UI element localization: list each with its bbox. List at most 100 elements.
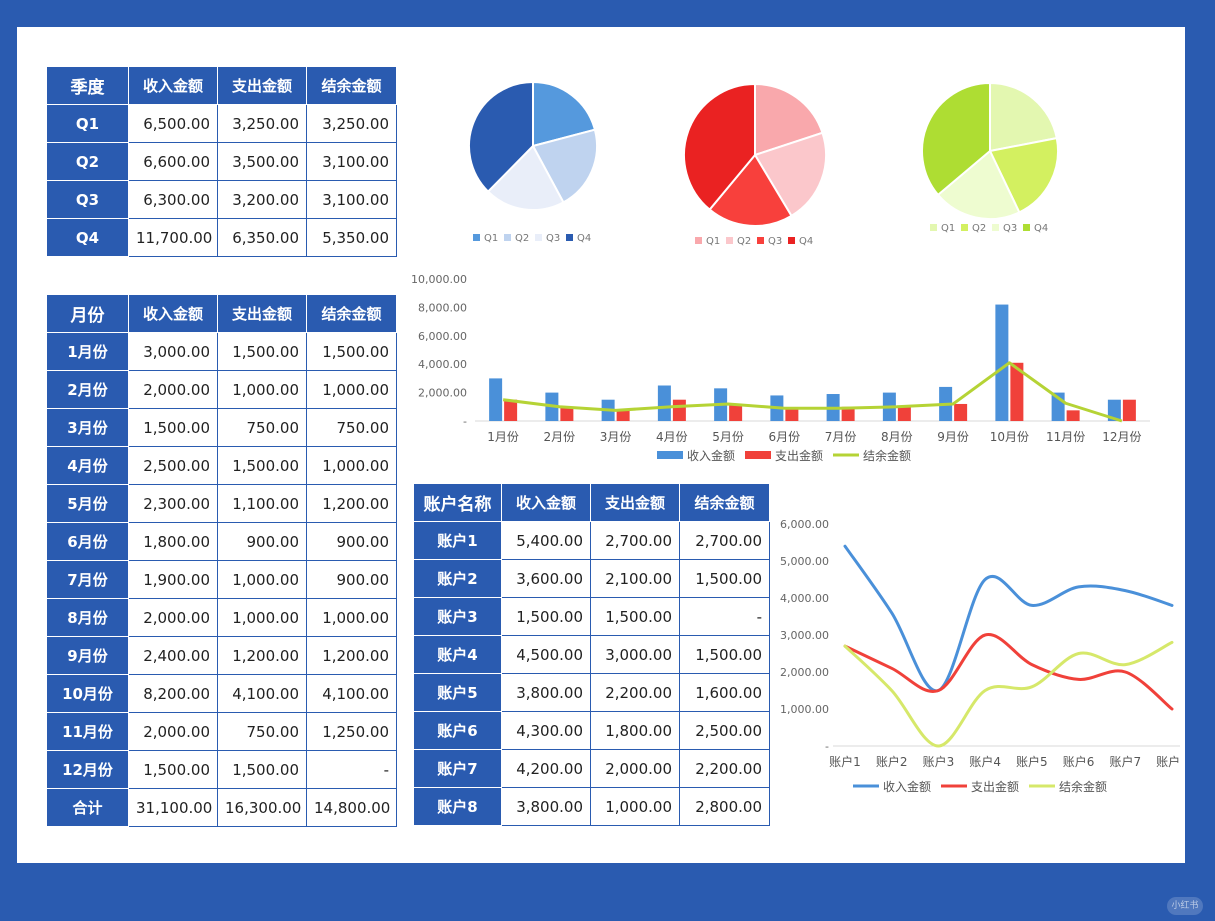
account-row-label: 账户7 (413, 749, 502, 788)
month-value-cell: 1,000.00 (217, 370, 307, 409)
x-tick-label: 8月份 (881, 430, 913, 444)
table-row: 1月份 3,000.00 1,500.00 1,500.00 (46, 332, 397, 371)
legend-label: Q2 (515, 233, 529, 244)
legend-label: Q4 (799, 236, 813, 247)
month-row-label: 3月份 (46, 408, 129, 447)
account-table: 账户名称 收入金额 支出金额 结余金额 账户1 5,400.00 2,700.00 2,70… (413, 483, 770, 826)
account-value-cell: 4,500.00 (501, 635, 591, 674)
account-value-cell: 1,500.00 (679, 635, 770, 674)
month-value-cell: 14,800.00 (306, 788, 397, 827)
income-bar (657, 385, 671, 421)
x-tick-label: 账户7 (1109, 754, 1141, 769)
month-row-label: 9月份 (46, 636, 129, 675)
x-tick-label: 7月份 (825, 430, 857, 444)
account-value-cell: 2,500.00 (679, 711, 770, 750)
month-row-label: 1月份 (46, 332, 129, 371)
month-value-cell: 2,000.00 (128, 370, 218, 409)
table-row: 合计 31,100.00 16,300.00 14,800.00 (46, 788, 397, 827)
quarter-table-header: 季度 收入金额 支出金额 结余金额 (46, 66, 397, 105)
legend-swatch (726, 237, 733, 244)
month-value-cell: 1,000.00 (306, 446, 397, 485)
x-tick-label: 10月份 (990, 430, 1029, 444)
expense-bar (841, 406, 855, 421)
month-row-label: 合计 (46, 788, 129, 827)
account-row-label: 账户6 (413, 711, 502, 750)
account-header-cell: 收入金额 (501, 483, 591, 522)
x-tick-label: 6月份 (769, 430, 801, 444)
account-value-cell: 2,700.00 (679, 521, 770, 560)
month-value-cell: 1,500.00 (217, 446, 307, 485)
month-row-label: 12月份 (46, 750, 129, 789)
table-row: 2月份 2,000.00 1,000.00 1,000.00 (46, 370, 397, 409)
pie-slice-q3 (936, 149, 1021, 220)
month-value-cell: 1,500.00 (128, 408, 218, 447)
balance-line (843, 640, 1174, 748)
x-tick-label: 账户1 (829, 754, 861, 769)
month-value-cell: 1,500.00 (128, 750, 218, 789)
expense-bar (954, 403, 968, 421)
month-header-cell: 月份 (46, 294, 129, 333)
month-value-cell: 900.00 (217, 522, 307, 561)
month-value-cell: 1,500.00 (217, 332, 307, 371)
x-tick-label: 账户2 (876, 754, 908, 769)
table-row: 11月份 2,000.00 750.00 1,250.00 (46, 712, 397, 751)
account-value-cell: 1,600.00 (679, 673, 770, 712)
table-row: 10月份 8,200.00 4,100.00 4,100.00 (46, 674, 397, 713)
account-value-cell: 3,800.00 (501, 787, 591, 826)
legend-label: Q2 (737, 236, 751, 247)
legend-swatch (695, 237, 702, 244)
month-table-header: 月份 收入金额 支出金额 结余金额 (46, 294, 397, 333)
month-row-label: 4月份 (46, 446, 129, 485)
legend-swatch (745, 451, 771, 459)
account-value-cell: 1,500.00 (501, 597, 591, 636)
month-row-label: 11月份 (46, 712, 129, 751)
legend-label: Q4 (577, 233, 591, 244)
account-header-cell: 账户名称 (413, 483, 502, 522)
y-tick-label: 8,000.00 (418, 301, 467, 314)
account-header-cell: 支出金额 (590, 483, 680, 522)
watermark: 小红书 (1167, 897, 1203, 915)
account-value-cell: 2,700.00 (590, 521, 680, 560)
table-row: 账户3 1,500.00 1,500.00- (413, 597, 770, 636)
table-row: 账户5 3,800.00 2,200.00 1,600.00 (413, 673, 770, 712)
account-value-cell: 3,000.00 (590, 635, 680, 674)
x-tick-label: 账户3 (923, 754, 955, 769)
quarter-header-cell: 收入金额 (128, 66, 218, 105)
legend-label: 结余金额 (863, 448, 911, 463)
month-value-cell: 1,000.00 (306, 370, 397, 409)
expense-bar (785, 408, 799, 421)
month-value-cell: 8,200.00 (128, 674, 218, 713)
expense-bar (504, 399, 518, 421)
legend-swatch (535, 234, 542, 241)
table-row: 8月份 2,000.00 1,000.00 1,000.00 (46, 598, 397, 637)
quarter-row-label: Q2 (46, 142, 129, 181)
legend-swatch (930, 224, 937, 231)
legend-swatch (757, 237, 764, 244)
month-value-cell: 1,100.00 (217, 484, 307, 523)
account-line-chart: - 1,000.00 2,000.00 3,000.00 4,000.00 5,000.0… (780, 518, 1180, 794)
pie-slice-q4 (921, 81, 991, 197)
quarter-header-cell: 结余金额 (306, 66, 397, 105)
pie-slice-q1 (532, 80, 597, 148)
table-row: Q2 6,600.00 3,500.00 3,100.00 (46, 142, 397, 181)
quarter-value-cell: 6,350.00 (217, 218, 307, 257)
table-row: Q4 11,700.00 6,350.00 5,350.00 (46, 218, 397, 257)
monthly-bar-line-chart: - 2,000.00 4,000.00 6,000.00 8,000.00 10,000.… (411, 273, 1150, 463)
y-tick-label: 4,000.00 (418, 358, 467, 371)
legend-label: Q1 (941, 223, 955, 234)
quarter-value-cell: 6,300.00 (128, 180, 218, 219)
income-line (843, 544, 1174, 693)
table-row: 账户7 4,200.00 2,000.00 2,200.00 (413, 749, 770, 788)
x-tick-label: 12月份 (1102, 430, 1141, 444)
month-row-label: 7月份 (46, 560, 129, 599)
account-value-cell: 2,200.00 (679, 749, 770, 788)
month-row-label: 5月份 (46, 484, 129, 523)
account-row-label: 账户2 (413, 559, 502, 598)
table-row: 6月份 1,800.00 900.00 900.00 (46, 522, 397, 561)
account-row-label: 账户5 (413, 673, 502, 712)
x-tick-label: 账户5 (1016, 754, 1048, 769)
pie-slice-q1 (989, 81, 1058, 153)
y-tick-label: 10,000.00 (411, 273, 467, 286)
account-value-cell: 2,000.00 (590, 749, 680, 788)
month-value-cell: 1,000.00 (306, 598, 397, 637)
